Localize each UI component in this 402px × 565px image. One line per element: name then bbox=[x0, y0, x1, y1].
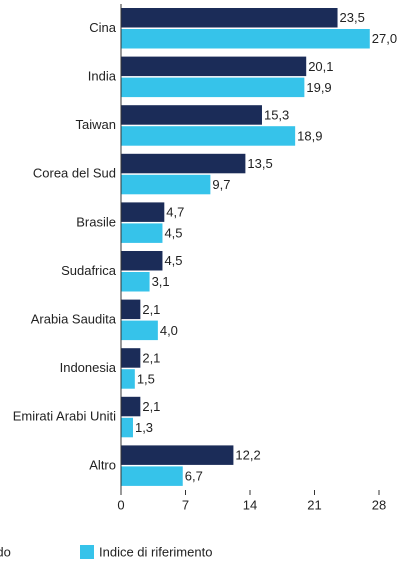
value-label: 6,7 bbox=[185, 469, 203, 484]
x-tick-label: 7 bbox=[182, 497, 189, 512]
bar bbox=[121, 396, 141, 417]
bar bbox=[121, 174, 211, 195]
bar bbox=[121, 251, 163, 271]
y-tick-label: Cina bbox=[89, 20, 117, 35]
value-label: 1,5 bbox=[137, 371, 155, 386]
value-label: 4,5 bbox=[164, 253, 182, 268]
x-tick-label: 21 bbox=[307, 497, 321, 512]
bar bbox=[121, 348, 141, 368]
value-label: 1,3 bbox=[135, 420, 153, 435]
y-tick-label: Taiwan bbox=[76, 117, 116, 132]
y-tick-label: India bbox=[88, 69, 117, 84]
x-tick-label: 0 bbox=[117, 497, 124, 512]
bar bbox=[121, 223, 163, 243]
value-label: 15,3 bbox=[264, 107, 289, 122]
x-tick-label: 14 bbox=[243, 497, 257, 512]
bar bbox=[121, 105, 262, 125]
bar bbox=[121, 299, 141, 320]
value-label: 12,2 bbox=[235, 448, 260, 463]
value-label: 4,7 bbox=[166, 205, 184, 220]
bar bbox=[121, 417, 133, 438]
value-label: 19,9 bbox=[306, 80, 331, 95]
value-label: 27,0 bbox=[372, 31, 397, 46]
bar bbox=[121, 320, 158, 341]
legend-label: Indice di riferimento bbox=[99, 544, 212, 559]
value-label: 20,1 bbox=[308, 59, 333, 74]
y-tick-label: Altro bbox=[89, 457, 116, 472]
bar bbox=[121, 77, 305, 98]
value-label: 2,1 bbox=[142, 302, 160, 317]
x-tick-label: 28 bbox=[372, 497, 386, 512]
value-label: 2,1 bbox=[142, 399, 160, 414]
bar bbox=[121, 29, 370, 49]
bar bbox=[121, 466, 183, 486]
value-label: 2,1 bbox=[142, 350, 160, 365]
bar bbox=[121, 202, 165, 222]
y-tick-label: Emirati Arabi Uniti bbox=[13, 409, 116, 424]
bar bbox=[121, 8, 338, 28]
legend-label: Fondo bbox=[0, 544, 11, 559]
y-tick-label: Arabia Saudita bbox=[31, 312, 117, 327]
bar bbox=[121, 369, 135, 389]
bar bbox=[121, 56, 307, 77]
y-tick-label: Brasile bbox=[76, 214, 116, 229]
value-label: 23,5 bbox=[340, 10, 365, 25]
bar bbox=[121, 445, 234, 465]
y-tick-label: Sudafrica bbox=[61, 263, 117, 278]
legend-swatch bbox=[80, 545, 94, 559]
bar bbox=[121, 126, 296, 146]
bar bbox=[121, 272, 150, 292]
value-label: 13,5 bbox=[247, 156, 272, 171]
bar bbox=[121, 153, 246, 174]
value-label: 4,0 bbox=[160, 323, 178, 338]
value-label: 4,5 bbox=[164, 226, 182, 241]
y-tick-label: Indonesia bbox=[60, 360, 117, 375]
value-label: 3,1 bbox=[152, 274, 170, 289]
value-label: 9,7 bbox=[212, 177, 230, 192]
value-label: 18,9 bbox=[297, 128, 322, 143]
y-tick-label: Corea del Sud bbox=[33, 166, 116, 181]
